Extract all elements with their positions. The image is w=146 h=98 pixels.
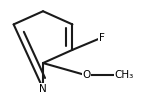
Text: O: O [82, 70, 91, 80]
Text: F: F [99, 33, 105, 43]
Text: CH₃: CH₃ [114, 70, 134, 80]
Text: N: N [39, 83, 47, 93]
